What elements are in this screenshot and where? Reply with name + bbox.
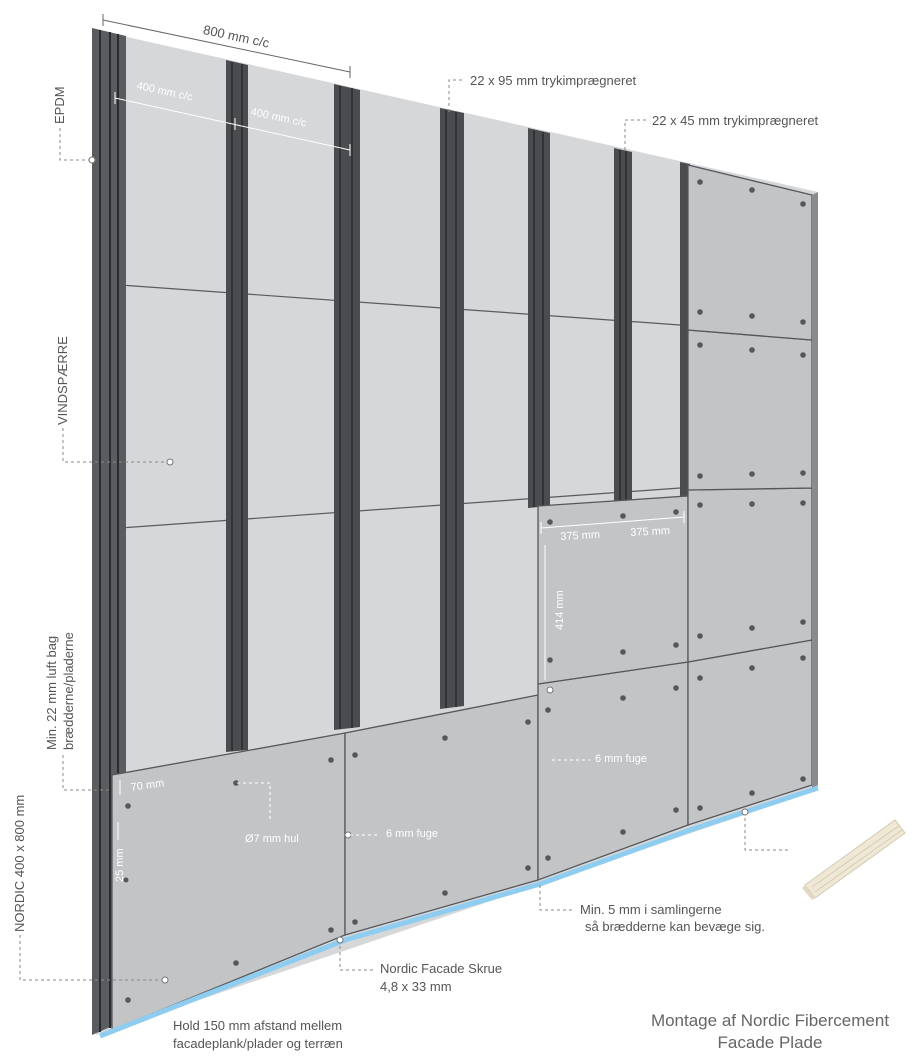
min5-label-line2: så brædderne kan bevæge sig.	[585, 919, 765, 934]
corner-profile-icon	[802, 819, 906, 900]
batten-edges	[231, 62, 627, 751]
fuge-6-right-label: 6 mm fuge	[595, 753, 647, 765]
diagram-title-line1: Montage af Nordic Fibercement	[650, 1011, 890, 1030]
batten-45-label: 22 x 45 mm trykimprægneret	[652, 113, 819, 128]
width-375a-label: 375 mm	[560, 528, 601, 543]
air-gap-label-line1: Min. 22 mm luft bag	[44, 635, 59, 750]
diagram-title-line2: Facade Plade	[717, 1033, 823, 1052]
panel	[687, 487, 813, 663]
nordic-size-label: NORDIC 400 x 800 mm	[12, 794, 27, 932]
diagram-title: Montage af Nordic Fibercement Facade Pla…	[630, 1010, 910, 1054]
leader-markers	[88, 156, 749, 984]
white-dimension-lines	[114, 92, 685, 840]
fuge-6-left-label: 6 mm fuge	[386, 828, 438, 840]
epdm-label: EPDM	[52, 86, 67, 124]
leader-lines	[19, 79, 790, 981]
ground-label-line1: Hold 150 mm afstand mellem	[173, 1018, 343, 1033]
screw-label-line1: Nordic Facade Skrue	[380, 961, 503, 976]
dimension-lines	[102, 14, 351, 78]
batten-95-label: 22 x 95 mm trykimprægneret	[470, 73, 637, 88]
facade-panels	[111, 164, 813, 1031]
panel	[537, 661, 689, 881]
screws	[123, 179, 806, 1003]
min5-label-line1: Min. 5 mm i samlingerne	[580, 902, 722, 917]
dim-25-label: 25 mm	[114, 848, 126, 882]
ground-label-line2: facadeplank/plader og terræn	[173, 1036, 343, 1051]
screw-label-line2: 4,8 x 33 mm	[380, 979, 452, 994]
bottom-edge-highlight	[99, 785, 819, 1039]
hole-label: Ø7 mm hul	[245, 833, 299, 845]
height-414-label: 414 mm	[554, 590, 566, 630]
vindspaerre-label: VINDSPÆRRE	[55, 336, 70, 425]
width-375b-label: 375 mm	[630, 524, 671, 539]
membrane-seams	[119, 284, 681, 529]
panel	[344, 694, 539, 936]
air-gap-label-line2: brædderne/pladerne	[61, 632, 76, 750]
panel	[687, 329, 813, 491]
panel-thickness	[812, 192, 818, 788]
